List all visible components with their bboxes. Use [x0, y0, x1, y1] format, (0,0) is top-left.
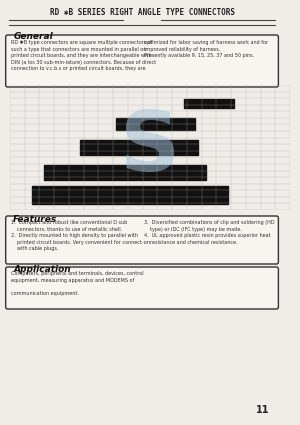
FancyBboxPatch shape: [44, 165, 206, 180]
FancyBboxPatch shape: [116, 117, 195, 130]
Text: 3.  Diversified combinations of clip and soldering (HD
    type) or IDC (IFC typ: 3. Diversified combinations of clip and …: [144, 220, 274, 245]
Text: RD ✱B SERIES RIGHT ANGLE TYPE CONNECTORS: RD ✱B SERIES RIGHT ANGLE TYPE CONNECTORS: [50, 8, 235, 17]
FancyBboxPatch shape: [6, 267, 278, 309]
FancyBboxPatch shape: [184, 99, 234, 108]
Text: Features: Features: [13, 215, 58, 224]
Text: Computers, peripheral and terminals, devices, control
equipment, measuring appar: Computers, peripheral and terminals, dev…: [11, 271, 144, 296]
Text: S: S: [120, 107, 180, 188]
FancyBboxPatch shape: [6, 216, 278, 264]
FancyBboxPatch shape: [6, 35, 278, 87]
Text: RD ✱B type connectors are square multiple connectors of
such a type that connect: RD ✱B type connectors are square multipl…: [11, 40, 157, 71]
Text: 1.  Compact and robust like conventional D sub
    connectors, thanks to use of : 1. Compact and robust like conventional …: [11, 220, 150, 252]
FancyBboxPatch shape: [80, 140, 198, 155]
Text: General: General: [13, 32, 53, 41]
FancyBboxPatch shape: [32, 186, 228, 204]
Text: 11: 11: [256, 405, 270, 415]
Text: optimized for labor saving of harness work and for
improved reliability of harne: optimized for labor saving of harness wo…: [144, 40, 268, 58]
Text: Application: Application: [13, 265, 71, 274]
